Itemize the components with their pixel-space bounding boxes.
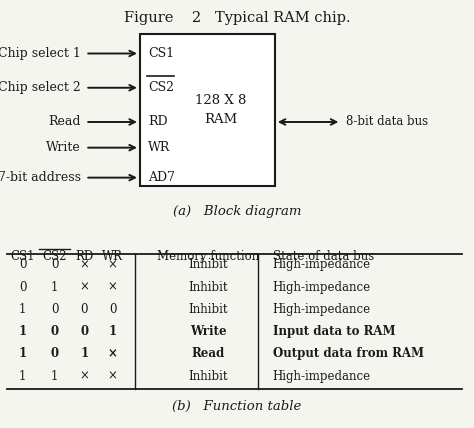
Text: 1: 1 [18, 348, 27, 360]
Text: 0: 0 [19, 259, 27, 271]
Text: Read: Read [48, 116, 81, 128]
Text: 0: 0 [51, 303, 58, 316]
Text: Read: Read [192, 348, 225, 360]
Text: Inhibit: Inhibit [189, 370, 228, 383]
Text: AD7: AD7 [148, 171, 175, 184]
Text: RD: RD [148, 116, 168, 128]
Text: High-impedance: High-impedance [273, 259, 371, 271]
Text: ×: × [108, 281, 118, 294]
Text: Figure    2   Typical RAM chip.: Figure 2 Typical RAM chip. [124, 11, 350, 25]
Text: (b)   Function table: (b) Function table [173, 400, 301, 413]
Text: ×: × [80, 259, 89, 271]
Text: ×: × [80, 370, 89, 383]
Text: WR: WR [102, 250, 123, 263]
Text: 1: 1 [51, 281, 58, 294]
Text: ×: × [108, 259, 118, 271]
Text: High-impedance: High-impedance [273, 370, 371, 383]
Bar [140, 34, 275, 186]
Text: 1: 1 [51, 370, 58, 383]
Text: High-impedance: High-impedance [273, 281, 371, 294]
Text: 128 X 8
RAM: 128 X 8 RAM [195, 94, 246, 126]
Text: 0: 0 [19, 281, 27, 294]
Text: ×: × [108, 370, 118, 383]
Text: 1: 1 [109, 325, 117, 338]
Text: CS1: CS1 [10, 250, 35, 263]
Text: 8-bit data bus: 8-bit data bus [346, 116, 428, 128]
Text: CS2: CS2 [42, 250, 67, 263]
Text: Input data to RAM: Input data to RAM [273, 325, 395, 338]
Text: State of data bus: State of data bus [273, 250, 374, 263]
Text: 1: 1 [18, 325, 27, 338]
Text: 0: 0 [81, 303, 88, 316]
Text: Output data from RAM: Output data from RAM [273, 348, 424, 360]
Text: 0: 0 [51, 259, 58, 271]
Text: Chip select 1: Chip select 1 [0, 47, 81, 60]
Text: 1: 1 [19, 370, 27, 383]
Text: RD: RD [75, 250, 93, 263]
Text: Write: Write [46, 141, 81, 154]
Text: WR: WR [148, 141, 171, 154]
Text: 0: 0 [80, 325, 89, 338]
Text: 1: 1 [19, 303, 27, 316]
Text: 0: 0 [109, 303, 117, 316]
Text: ×: × [108, 348, 118, 360]
Text: 1: 1 [80, 348, 89, 360]
Text: Inhibit: Inhibit [189, 259, 228, 271]
Text: CS1: CS1 [148, 47, 174, 60]
Text: ×: × [80, 281, 89, 294]
Text: Inhibit: Inhibit [189, 303, 228, 316]
Text: (a)   Block diagram: (a) Block diagram [173, 205, 301, 218]
Text: 7-bit address: 7-bit address [0, 171, 81, 184]
Text: Memory function: Memory function [157, 250, 260, 263]
Text: 0: 0 [50, 348, 59, 360]
Text: High-impedance: High-impedance [273, 303, 371, 316]
Text: 0: 0 [50, 325, 59, 338]
Text: Chip select 2: Chip select 2 [0, 81, 81, 94]
Text: Write: Write [190, 325, 227, 338]
Text: CS2: CS2 [148, 81, 174, 94]
Text: Inhibit: Inhibit [189, 281, 228, 294]
